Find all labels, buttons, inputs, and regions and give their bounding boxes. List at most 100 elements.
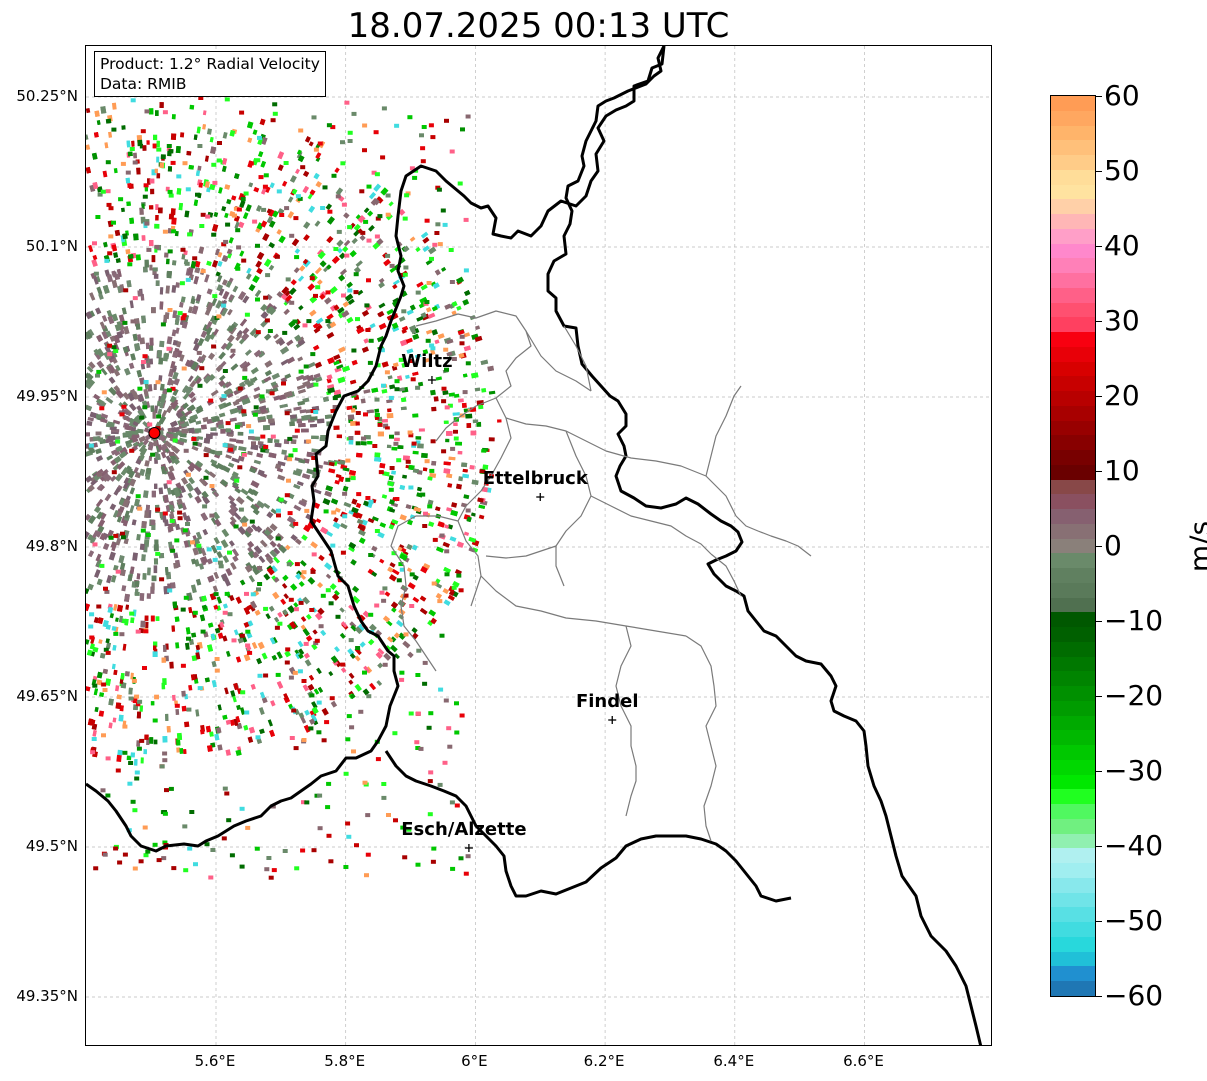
echo-cell [127,392,136,402]
echo-cell [248,284,256,292]
echo-cell [266,216,274,224]
colorbar-segment [1051,833,1095,850]
echo-cell [231,548,240,557]
echo-cell [247,736,254,743]
echo-cell [448,392,456,397]
echo-cell [388,574,397,582]
echo-cell [427,504,433,509]
echo-cell [242,295,250,304]
echo-cell [262,233,270,242]
echo-cell [147,567,151,576]
echo-cell [238,221,245,229]
echo-cell [206,558,213,565]
echo-cell [399,514,407,521]
canton-boundary-10 [705,385,742,477]
colorbar-segment [1051,686,1095,702]
colorbar-tick-mark [1096,471,1102,472]
echo-cell [283,308,290,315]
echo-cell [216,314,222,319]
echo-cell [212,416,220,423]
echo-cell [445,438,450,443]
echo-cell [314,220,321,227]
echo-cell [264,369,272,377]
colorbar-tick-label: −60 [1104,979,1164,1012]
echo-cell [283,693,289,701]
echo-cell [363,500,370,507]
echo-cell [444,367,449,372]
echo-cell [317,141,323,146]
echo-cell [259,691,266,699]
echo-cell [451,301,458,307]
echo-cell [224,381,232,388]
echo-cell [457,450,463,455]
colorbar-segment [1051,287,1095,304]
echo-cell [142,405,148,410]
echo-cell [93,131,99,138]
echo-cell [412,371,419,376]
echo-cell [222,443,228,448]
echo-cell [232,285,239,293]
echo-cell [297,196,303,201]
colorbar-segment [1051,907,1095,924]
echo-cell [285,277,291,282]
echo-cell [292,448,298,453]
echo-cell [169,451,174,456]
echo-cell [394,123,400,128]
colorbar-segment [1051,184,1095,201]
echo-cell [87,583,94,591]
echo-cell [260,448,266,453]
echo-cell [409,572,415,577]
echo-cell [463,345,471,352]
echo-cell [371,170,377,175]
echo-cell [226,248,233,255]
echo-cell [316,248,325,257]
echo-cell [475,325,481,330]
echo-cell [263,606,269,611]
echo-cell [329,321,337,328]
echo-cell [169,661,174,669]
echo-cell [430,389,436,396]
map-panel[interactable] [85,45,992,1046]
echo-cell [215,300,223,309]
echo-cell [412,413,419,418]
echo-cell [352,511,360,519]
canton-boundary-5 [590,495,712,555]
echo-cell [172,339,178,346]
echo-cell [131,519,137,526]
echo-cell [346,714,352,719]
echo-cell [152,410,156,419]
radar-echoes [86,96,502,880]
echo-cell [139,705,144,712]
echo-cell [129,300,134,309]
echo-cell [168,193,174,198]
echo-cell [242,327,250,335]
echo-cell [402,640,411,649]
echo-cell [118,615,123,623]
echo-cell [380,155,386,160]
echo-cell [113,631,119,636]
echo-cell [228,323,236,333]
echo-cell [292,670,298,675]
echo-cell [391,470,397,475]
echo-cell [156,414,162,419]
echo-cell [223,401,232,408]
echo-cell [124,367,131,376]
echo-cell [414,353,422,359]
echo-cell [134,770,140,775]
echo-cell [382,586,388,591]
echo-cell [158,375,163,382]
echo-cell [472,547,479,553]
echo-cell [107,343,113,348]
echo-cell [125,177,131,184]
echo-cell [295,538,302,545]
echo-cell [202,416,209,423]
echo-cell [258,707,265,715]
echo-cell [185,187,191,192]
echo-cell [420,492,426,497]
echo-cell [350,420,358,426]
echo-cell [280,377,288,383]
echo-cell [195,709,200,717]
echo-cell [180,433,187,438]
echo-cell [459,341,465,346]
echo-cell [348,546,355,553]
